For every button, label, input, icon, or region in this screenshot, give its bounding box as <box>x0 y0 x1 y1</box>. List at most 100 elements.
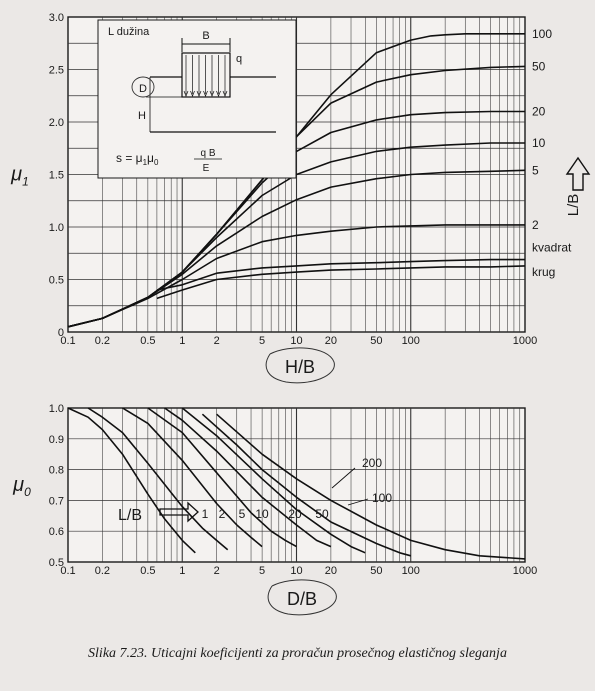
x-axis-label: H/B <box>285 357 315 377</box>
inset-diagram: L dužina Bq D Hs = μ1μ0 q B E <box>97 19 297 179</box>
y-tick-label: 0.8 <box>49 465 64 477</box>
lb-label: L/B <box>118 507 142 524</box>
load-arrow-head <box>196 90 202 97</box>
x-tick-label: 20 <box>325 335 337 347</box>
y-tick-label: 2.5 <box>49 65 64 77</box>
y-tick-label: 0.9 <box>49 434 64 446</box>
mu0-series-label-100: 100 <box>372 491 392 505</box>
x-tick-label: 0.2 <box>95 565 110 577</box>
series-label-50: 50 <box>532 59 546 73</box>
x-tick-label: 0.1 <box>60 335 75 347</box>
series-line-100 <box>201 413 412 557</box>
series-line-5 <box>67 169 526 328</box>
mu0-series-labels: L/B 1 2 5 10 20 50 100 200 <box>118 456 392 524</box>
y-tick-label: 1.0 <box>49 403 64 415</box>
x-tick-label: 100 <box>402 335 420 347</box>
inset-q-label: q <box>236 53 242 65</box>
formula-sub-0: 0 <box>154 158 159 167</box>
y-tick-label: 3.0 <box>49 12 64 24</box>
x-tick-label: 5 <box>259 565 265 577</box>
series-label-100: 100 <box>532 27 552 41</box>
mu0-series-label-200: 200 <box>362 456 382 470</box>
x-tick-label: 0.5 <box>140 335 155 347</box>
horizontal-grid <box>68 438 525 532</box>
y-tick-label: 1.0 <box>49 222 64 234</box>
xlabel-ellipse <box>267 579 337 616</box>
mu0-series-label-50: 50 <box>315 507 329 521</box>
x-tick-label: 1 <box>179 335 185 347</box>
inset-title: L dužina <box>108 26 150 38</box>
y-axis-label-subscript: 1 <box>22 175 29 189</box>
series-label-krug: krug <box>532 265 555 279</box>
mu1-chart: 0.1 0.2 0.5 1 2 5 10 20 50 100 100000.51.01.52.02.… <box>10 12 591 384</box>
x-tick-label: 50 <box>370 565 382 577</box>
d-label-circle <box>131 76 155 98</box>
mu0-series-label-2: 2 <box>219 507 226 521</box>
load-arrow-head <box>190 90 195 97</box>
y-tick-label: 0.6 <box>49 526 64 538</box>
right-arrow-icon <box>159 501 199 523</box>
series-line-20 <box>164 407 332 548</box>
mu0-series-label-10: 10 <box>255 507 269 521</box>
up-arrow-icon <box>565 156 591 191</box>
y-tick-label: 1.5 <box>49 170 64 182</box>
formula-numerator: q B <box>200 148 215 159</box>
x-tick-label: 10 <box>290 565 302 577</box>
y-tick-label: 0.5 <box>49 557 64 569</box>
x-axis-label: D/B <box>287 589 317 609</box>
footing <box>181 52 231 98</box>
y-axis-label: μ1 <box>10 164 29 189</box>
x-tick-label: 0.2 <box>95 335 110 347</box>
y-tick-label: 0.5 <box>49 275 64 287</box>
load-arrow-head <box>183 90 189 97</box>
x-tick-label: 1 <box>179 565 185 577</box>
formula-sub-1: 1 <box>143 158 148 167</box>
xlabel-ellipse <box>265 347 335 384</box>
x-tick-label: 10 <box>290 335 302 347</box>
y-tick-label: 0.7 <box>49 495 64 507</box>
inset-h-label: H <box>138 110 146 122</box>
series-line-5 <box>122 407 263 548</box>
series-label-kvadrat: kvadrat <box>532 241 572 255</box>
load-arrow-head <box>222 90 228 97</box>
x-tick-label: 20 <box>325 565 337 577</box>
y-axis-label-subscript: 0 <box>24 485 31 499</box>
x-tick-label: 0.5 <box>140 565 155 577</box>
mu0-series-label-20: 20 <box>288 507 302 521</box>
y-axis-label: μ0 <box>12 474 31 499</box>
load-arrow-head <box>203 90 208 97</box>
load-arrow-head <box>216 90 221 97</box>
series-label-2: 2 <box>532 218 539 232</box>
formula-denominator: E <box>203 163 210 174</box>
x-tick-label: 1000 <box>513 335 537 347</box>
series-line-2 <box>87 407 229 551</box>
load-arrow-head <box>209 90 215 97</box>
series-line-200 <box>216 413 526 560</box>
series-line-2 <box>67 224 525 328</box>
mu0-series-label-5: 5 <box>239 507 246 521</box>
series-line-10 <box>147 407 297 548</box>
inset-box <box>97 19 297 179</box>
y-tick-label: 0 <box>58 327 64 339</box>
inset-b-label: B <box>202 30 209 42</box>
x-tick-label: 2 <box>214 335 220 347</box>
series-labels: 100 50 20 10 5 2 kvadrat krug <box>532 27 572 279</box>
series-line-krug <box>156 265 526 300</box>
mu0-series-label-1: 1 <box>202 507 209 521</box>
x-tick-label: 50 <box>370 335 382 347</box>
leader-200 <box>331 467 356 489</box>
x-tick-label: 0.1 <box>60 565 75 577</box>
series-line-50 <box>181 407 366 554</box>
x-tick-label: 5 <box>259 335 265 347</box>
series-label-10: 10 <box>532 136 546 150</box>
x-tick-label: 100 <box>402 565 420 577</box>
series-line-1 <box>67 407 196 554</box>
series-label-5: 5 <box>532 163 539 177</box>
y-tick-label: 2.0 <box>49 117 64 129</box>
inset-formula: s = μ1μ0 <box>116 151 159 167</box>
leader-100 <box>347 498 369 506</box>
x-tick-label: 2 <box>214 565 220 577</box>
figure-caption: Slika 7.23. Uticajni koeficijenti za pro… <box>88 646 507 661</box>
x-tick-label: 1000 <box>513 565 537 577</box>
